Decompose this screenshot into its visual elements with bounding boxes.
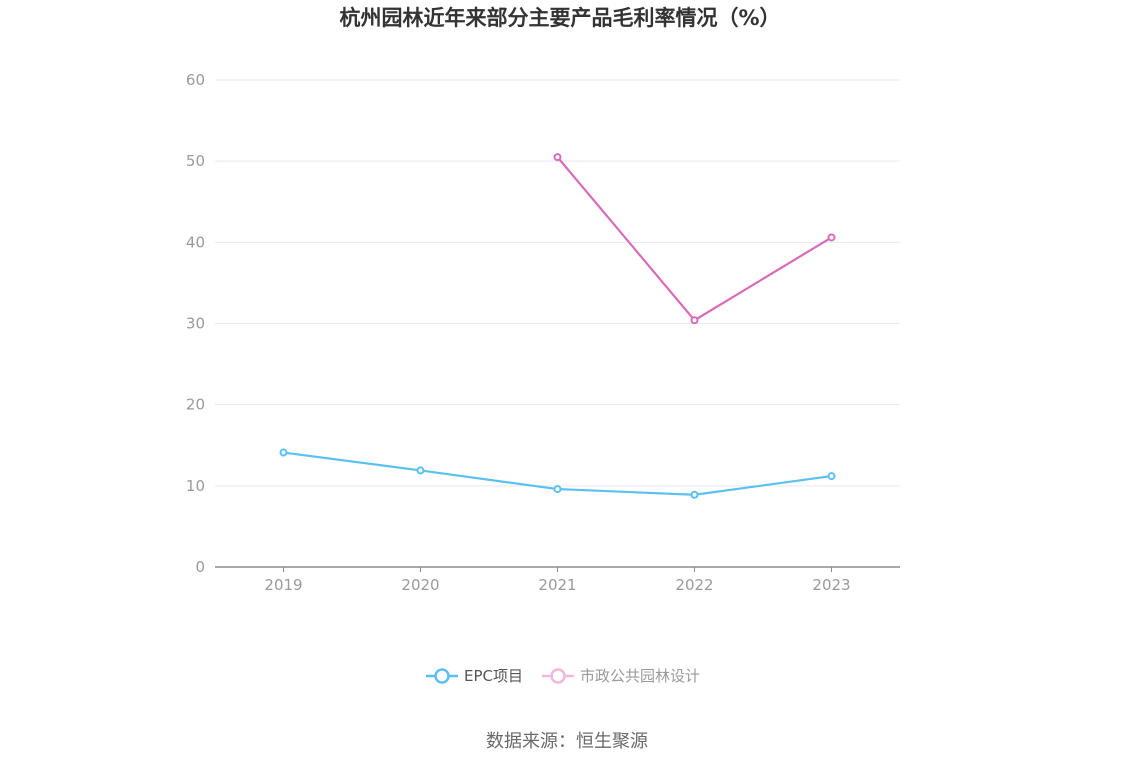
y-tick-label: 60 [186,71,205,89]
x-tick-label: 2023 [812,576,850,594]
series-2 [553,153,836,325]
y-tick-label: 50 [186,152,205,170]
y-tick-label: 10 [186,477,205,495]
data-point [553,485,562,494]
y-tick-label: 40 [186,233,205,251]
x-tick-label: 2019 [264,576,302,594]
data-point [827,233,836,242]
series-line [556,156,833,322]
y-tick-label: 0 [195,558,205,576]
series-group [279,153,836,499]
data-point [690,316,699,325]
data-point [553,153,562,162]
legend-marker-icon [550,668,566,684]
legend-item-2[interactable]: 市政公共园林设计 [542,667,700,685]
series-1 [279,448,836,499]
data-point [416,466,425,475]
x-tick-label: 2020 [401,576,439,594]
y-tick-label: 20 [186,396,205,414]
data-point [690,490,699,499]
legend[interactable]: EPC项目 市政公共园林设计 [426,667,700,685]
legend-label: 市政公共园林设计 [580,667,700,685]
x-tick-label: 2021 [538,576,576,594]
data-point [279,448,288,457]
data-source-note: 数据来源：恒生聚源 [486,731,648,752]
chart-title: 杭州园林近年来部分主要产品毛利率情况（%） [339,6,780,30]
x-tick-label: 2022 [675,576,713,594]
axes: 0 10 20 30 40 50 60 2019 2020 2021 2022 2023 [186,71,900,594]
gridlines [215,79,900,487]
y-tick-label: 30 [186,315,205,333]
legend-marker-icon [434,668,450,684]
legend-item-1[interactable]: EPC项目 [426,667,523,685]
legend-label: EPC项目 [464,667,523,685]
data-point [827,472,836,481]
